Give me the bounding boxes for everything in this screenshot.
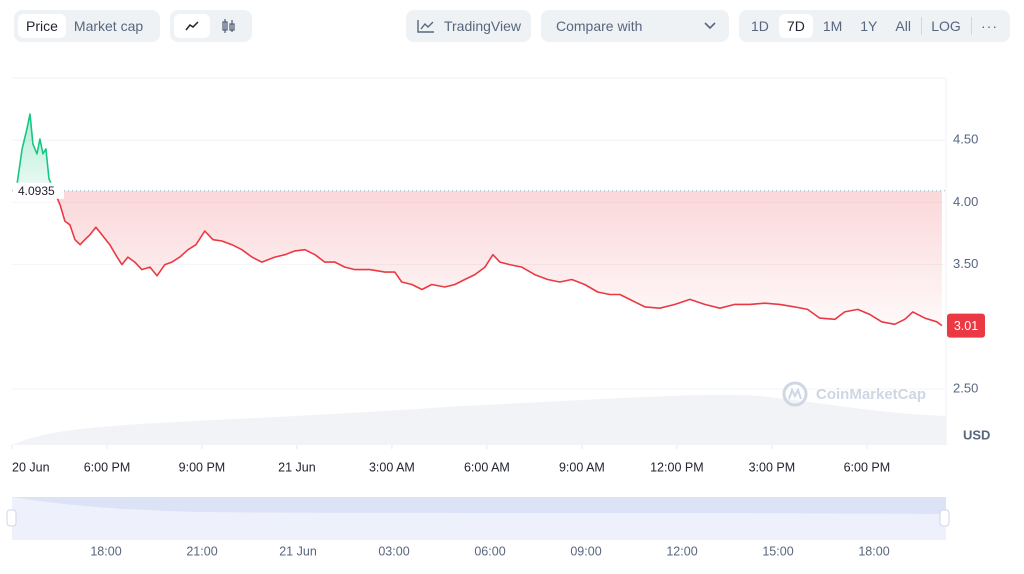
- y-axis-label: USD: [963, 427, 990, 442]
- reference-label-bg: [14, 182, 64, 199]
- log-toggle[interactable]: LOG: [931, 18, 961, 34]
- y-tick-label: 3.50: [953, 256, 978, 271]
- candle-type[interactable]: [210, 14, 246, 38]
- price-area: [17, 114, 942, 326]
- navigator-label: 21:00: [186, 544, 217, 558]
- y-tick-label: 4.00: [953, 194, 978, 209]
- last-price-label: 3.01: [954, 319, 978, 333]
- reference-label: 4.0935: [18, 184, 55, 198]
- x-tick-label: 6:00 PM: [84, 460, 131, 474]
- range-tabs: 1D 7D 1M 1Y All LOG ···: [739, 10, 1010, 42]
- more-menu[interactable]: ···: [981, 18, 998, 34]
- navigator-label: 03:00: [378, 544, 409, 558]
- range-7d[interactable]: 7D: [778, 14, 813, 38]
- navigator-label: 15:00: [762, 544, 793, 558]
- range-1m[interactable]: 1M: [822, 18, 843, 34]
- navigator-label: 06:00: [474, 544, 505, 558]
- navigator-label: 09:00: [570, 544, 601, 558]
- range-1y[interactable]: 1Y: [860, 18, 878, 34]
- tradingview-label: TradingView: [443, 18, 522, 34]
- y-tick-label: 2.50: [953, 380, 978, 395]
- candle-icon: [222, 19, 235, 33]
- metric-tabs: Price Market cap: [14, 10, 160, 42]
- x-tick-label: 6:00 PM: [844, 460, 891, 474]
- navigator-label: 12:00: [666, 544, 697, 558]
- navigator: [12, 497, 946, 540]
- y-tick-label: 4.50: [953, 132, 978, 147]
- navigator-handle[interactable]: [939, 509, 950, 527]
- price-line: [16, 113, 943, 327]
- tradingview-button[interactable]: TradingView: [406, 10, 531, 42]
- x-tick-label: 20 Jun: [12, 460, 50, 474]
- tab-market-cap[interactable]: Market cap: [73, 18, 144, 34]
- tab-price[interactable]: Price: [18, 14, 66, 38]
- line-type[interactable]: [174, 14, 210, 38]
- navigator-label: 18:00: [858, 544, 889, 558]
- x-tick-label: 21 Jun: [278, 460, 316, 474]
- navigator-handle[interactable]: [6, 509, 17, 527]
- volume-area: [12, 394, 946, 445]
- chart-type: [170, 10, 252, 42]
- x-tick-label: 3:00 AM: [369, 460, 415, 474]
- chevron: [704, 22, 716, 30]
- navigator-label: 21 Jun: [279, 544, 317, 558]
- tv-icon: [417, 20, 434, 33]
- compare-label: Compare with: [556, 18, 643, 34]
- x-tick-label: 6:00 AM: [464, 460, 510, 474]
- x-tick-label: 3:00 PM: [749, 460, 796, 474]
- navigator-series: [12, 497, 946, 514]
- x-tick-label: 9:00 PM: [179, 460, 226, 474]
- watermark-logo: [782, 381, 808, 407]
- last-price-tag: [947, 313, 985, 338]
- line-icon: [185, 21, 199, 31]
- range-1d[interactable]: 1D: [751, 18, 769, 34]
- navigator-label: 18:00: [90, 544, 121, 558]
- range-all[interactable]: All: [895, 18, 911, 34]
- x-tick-label: 9:00 AM: [559, 460, 605, 474]
- compare-select[interactable]: Compare with: [541, 10, 729, 42]
- watermark: CoinMarketCap: [816, 386, 926, 403]
- x-tick-label: 12:00 PM: [650, 460, 704, 474]
